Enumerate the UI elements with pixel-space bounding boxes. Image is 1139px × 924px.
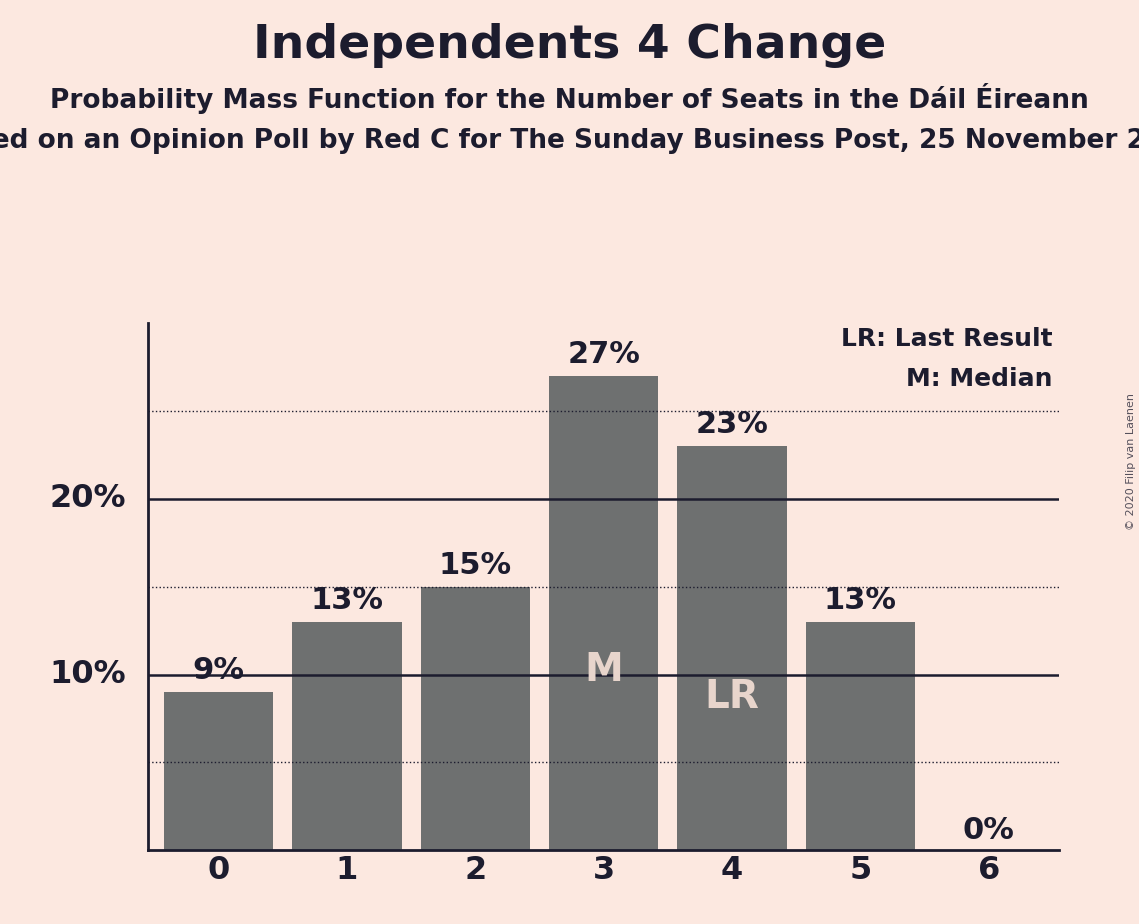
Text: © 2020 Filip van Laenen: © 2020 Filip van Laenen	[1126, 394, 1136, 530]
Text: 20%: 20%	[50, 483, 126, 515]
Text: Based on an Opinion Poll by Red C for The Sunday Business Post, 25 November 2016: Based on an Opinion Poll by Red C for Th…	[0, 128, 1139, 153]
Bar	[420, 587, 530, 850]
Bar	[805, 622, 915, 850]
Text: 15%: 15%	[439, 551, 511, 579]
Text: 10%: 10%	[50, 659, 126, 690]
Text: 27%: 27%	[567, 340, 640, 369]
Text: Probability Mass Function for the Number of Seats in the Dáil Éireann: Probability Mass Function for the Number…	[50, 83, 1089, 115]
Bar	[549, 376, 658, 850]
Text: M: Median: M: Median	[907, 368, 1052, 391]
Text: Independents 4 Change: Independents 4 Change	[253, 23, 886, 68]
Text: LR: LR	[705, 677, 760, 716]
Text: 0%: 0%	[962, 816, 1015, 845]
Text: 9%: 9%	[192, 656, 245, 685]
Bar	[164, 692, 273, 850]
Bar	[678, 446, 787, 850]
Text: 13%: 13%	[311, 586, 384, 614]
Text: 23%: 23%	[696, 410, 769, 439]
Text: LR: Last Result: LR: Last Result	[842, 327, 1052, 351]
Text: 13%: 13%	[823, 586, 896, 614]
Bar	[293, 622, 402, 850]
Text: M: M	[584, 650, 623, 689]
